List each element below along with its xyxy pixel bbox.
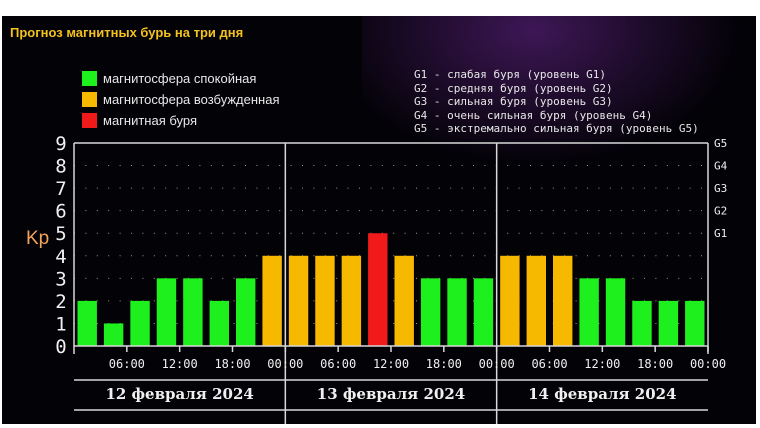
y-axis-title: Kp: [26, 228, 49, 249]
day-label: 13 февраля 2024: [317, 385, 465, 403]
kp-bar: [183, 278, 203, 346]
kp-bar: [420, 278, 441, 346]
legend-item-storm: магнитная буря: [82, 111, 197, 129]
kp-bar: [209, 300, 229, 346]
x-tick-label: 06:00: [531, 357, 567, 371]
y-tick-label: 7: [55, 178, 66, 200]
storm-level-g5: G5 - экстремально сильная буря (уровень …: [414, 122, 699, 135]
legend-swatch-calm: [82, 70, 97, 86]
kp-bar: [500, 255, 520, 346]
g-scale-label: G1: [714, 227, 727, 240]
legend-item-excited: магнитосфера возбужденная: [82, 90, 280, 108]
day-label: 12 февраля 2024: [105, 385, 253, 403]
x-tick-label: 18:00: [426, 357, 462, 371]
kp-bar: [473, 278, 494, 346]
forecast-panel: Прогноз магнитных бурь на три дня магнит…: [2, 16, 756, 424]
x-tick-label: 06:00: [109, 357, 145, 371]
storm-level-g3: G3 - сильная буря (уровень G3): [414, 95, 613, 108]
kp-bar: [579, 278, 599, 346]
kp-bar: [262, 255, 282, 346]
g-scale-label: G5: [714, 137, 727, 150]
kp-bar: [553, 255, 573, 346]
storm-level-g4: G4 - очень сильная буря (уровень G4): [414, 108, 653, 122]
x-tick-label: 00:00: [690, 357, 726, 371]
x-tick-label: 06:00: [320, 357, 356, 371]
storm-level-g1: G1 - слабая буря (уровень G1): [414, 68, 607, 81]
chart-title: Прогноз магнитных бурь на три дня: [10, 25, 244, 40]
kp-bar: [288, 255, 309, 346]
kp-bar: [685, 300, 705, 346]
kp-bar: [77, 300, 97, 346]
legend-item-calm: магнитосфера спокойная: [82, 69, 256, 87]
y-tick-label: 2: [55, 291, 66, 313]
legend-label-excited: магнитосфера возбужденная: [103, 91, 280, 107]
y-tick-label: 3: [55, 268, 66, 290]
y-tick-label: 1: [55, 313, 66, 335]
y-tick-label: 6: [55, 201, 66, 223]
x-tick-label: 12:00: [584, 357, 620, 371]
kp-bar: [632, 300, 652, 346]
x-tick-label: 18:00: [637, 357, 673, 371]
kp-bar: [526, 255, 546, 346]
legend-swatch-storm: [82, 112, 97, 128]
kp-bar: [658, 300, 679, 346]
kp-bar: [130, 300, 150, 346]
kp-bar: [236, 278, 256, 346]
y-tick-label: 8: [55, 156, 66, 178]
x-tick-label: 00:00: [479, 357, 515, 371]
g-scale-label: G4: [714, 160, 728, 173]
kp-bar: [103, 323, 124, 346]
y-tick-label: 5: [55, 223, 66, 245]
y-tick-label: 0: [55, 336, 66, 358]
kp-bar: [605, 278, 626, 346]
g-scale-label: G3: [714, 182, 727, 195]
legend-swatch-excited: [82, 91, 97, 107]
storm-level-g2: G2 - средняя буря (уровень G2): [414, 81, 613, 95]
storm-level-list: G1 - слабая буря (уровень G1) G2 - средн…: [414, 68, 699, 136]
kp-bar: [447, 278, 467, 346]
g-scale-label: G2: [714, 205, 727, 218]
y-tick-label: 4: [55, 246, 66, 268]
kp-bar: [341, 255, 362, 346]
y-tick-label: 9: [55, 133, 66, 155]
x-tick-label: 00:00: [267, 357, 303, 371]
kp-bar-chart: 06:00 12:00 18:00 00:00 06:00 12:00 18:00 00:00…: [26, 133, 728, 424]
x-tick-label: 12:00: [373, 357, 409, 371]
kp-bar: [394, 255, 414, 346]
background-aurora: [362, 16, 742, 166]
kp-bar: [156, 278, 177, 346]
kp-bar: [368, 233, 388, 346]
legend-label-calm: магнитосфера спокойная: [103, 70, 257, 86]
legend-label-storm: магнитная буря: [103, 112, 198, 128]
x-tick-label: 18:00: [214, 357, 250, 371]
x-tick-label: 12:00: [162, 357, 198, 371]
kp-bar: [315, 255, 335, 346]
day-label: 14 февраля 2024: [528, 385, 676, 403]
